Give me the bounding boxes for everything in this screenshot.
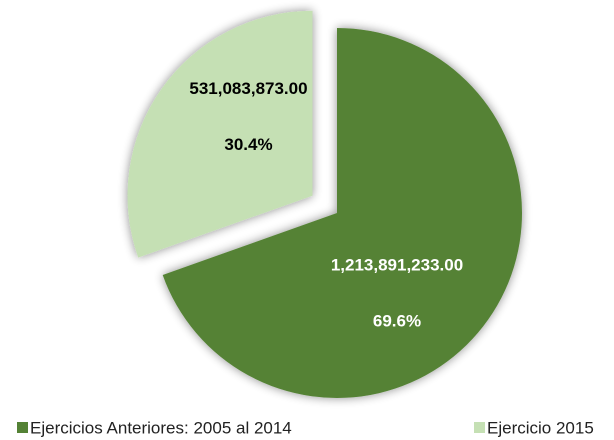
percentage-label: 30.4% xyxy=(224,135,272,154)
percentage-label: 69.6% xyxy=(373,311,421,330)
legend-swatch xyxy=(474,422,485,433)
pie xyxy=(127,10,523,398)
legend-label: Ejercicio 2015 xyxy=(487,418,594,437)
value-label: 531,083,873.00 xyxy=(189,79,307,98)
pie-slice xyxy=(162,28,523,398)
legend-swatch xyxy=(17,422,28,433)
legend-label: Ejercicios Anteriores: 2005 al 2014 xyxy=(30,418,292,437)
labels: 1,213,891,233.00 69.6% 531,083,873.00 30.4% xyxy=(189,79,463,330)
value-label: 1,213,891,233.00 xyxy=(331,255,463,274)
legend: Ejercicios Anteriores: 2005 al 2014 Ejerc… xyxy=(17,418,594,437)
pie-slice xyxy=(127,10,313,258)
